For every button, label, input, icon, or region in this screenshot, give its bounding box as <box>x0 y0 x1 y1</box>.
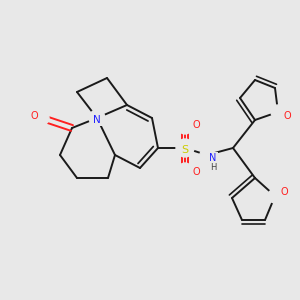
Text: N: N <box>93 115 101 125</box>
Text: O: O <box>283 111 291 121</box>
Circle shape <box>271 105 285 119</box>
Text: N: N <box>209 153 217 163</box>
Text: O: O <box>282 112 290 122</box>
Text: O: O <box>191 119 199 129</box>
Text: S: S <box>182 145 189 155</box>
Text: O: O <box>279 186 287 196</box>
Circle shape <box>35 111 49 125</box>
Circle shape <box>268 189 282 203</box>
Circle shape <box>178 120 192 134</box>
Text: O: O <box>191 168 199 178</box>
Circle shape <box>89 110 105 126</box>
Text: O: O <box>192 167 200 177</box>
Text: S: S <box>182 145 189 155</box>
Text: O: O <box>30 111 38 121</box>
Text: O: O <box>30 113 38 123</box>
Circle shape <box>176 139 194 157</box>
Text: H: H <box>210 164 216 172</box>
Circle shape <box>178 163 192 177</box>
Circle shape <box>200 148 214 162</box>
Text: N: N <box>93 115 101 125</box>
Text: O: O <box>192 120 200 130</box>
Text: N: N <box>209 153 217 163</box>
Text: H: H <box>210 163 216 172</box>
Text: O: O <box>280 187 288 197</box>
